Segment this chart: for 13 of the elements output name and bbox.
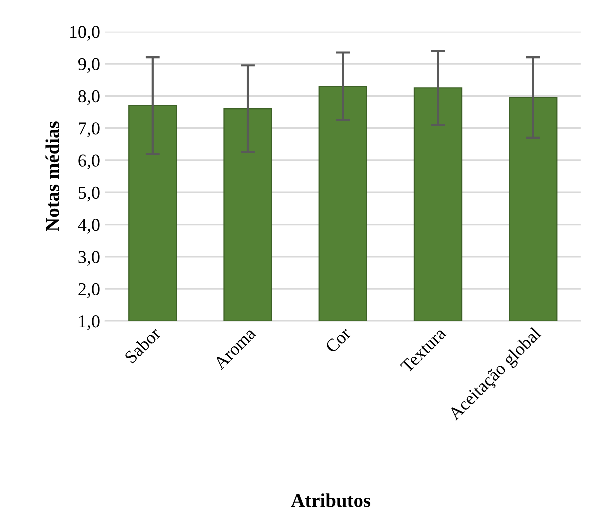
y-tick-label: 8,0 [78,90,100,106]
y-tick-label: 6,0 [78,154,100,170]
y-tick-label: 5,0 [78,186,100,202]
y-tick-label: 1,0 [80,316,100,330]
y-tick-label: 4,0 [78,219,100,234]
y-axis-title: Notas médias [46,122,60,232]
x-tick-label: Cor [324,326,352,354]
y-tick-label: 2,0 [78,283,100,298]
y-tick-label: 10,0 [70,26,100,41]
y-tick-label: 3,0 [78,251,100,266]
x-axis-title: Atributos [291,494,371,508]
y-tick-label: 9,0 [78,58,100,74]
y-tick-label: 7,0 [79,122,100,138]
